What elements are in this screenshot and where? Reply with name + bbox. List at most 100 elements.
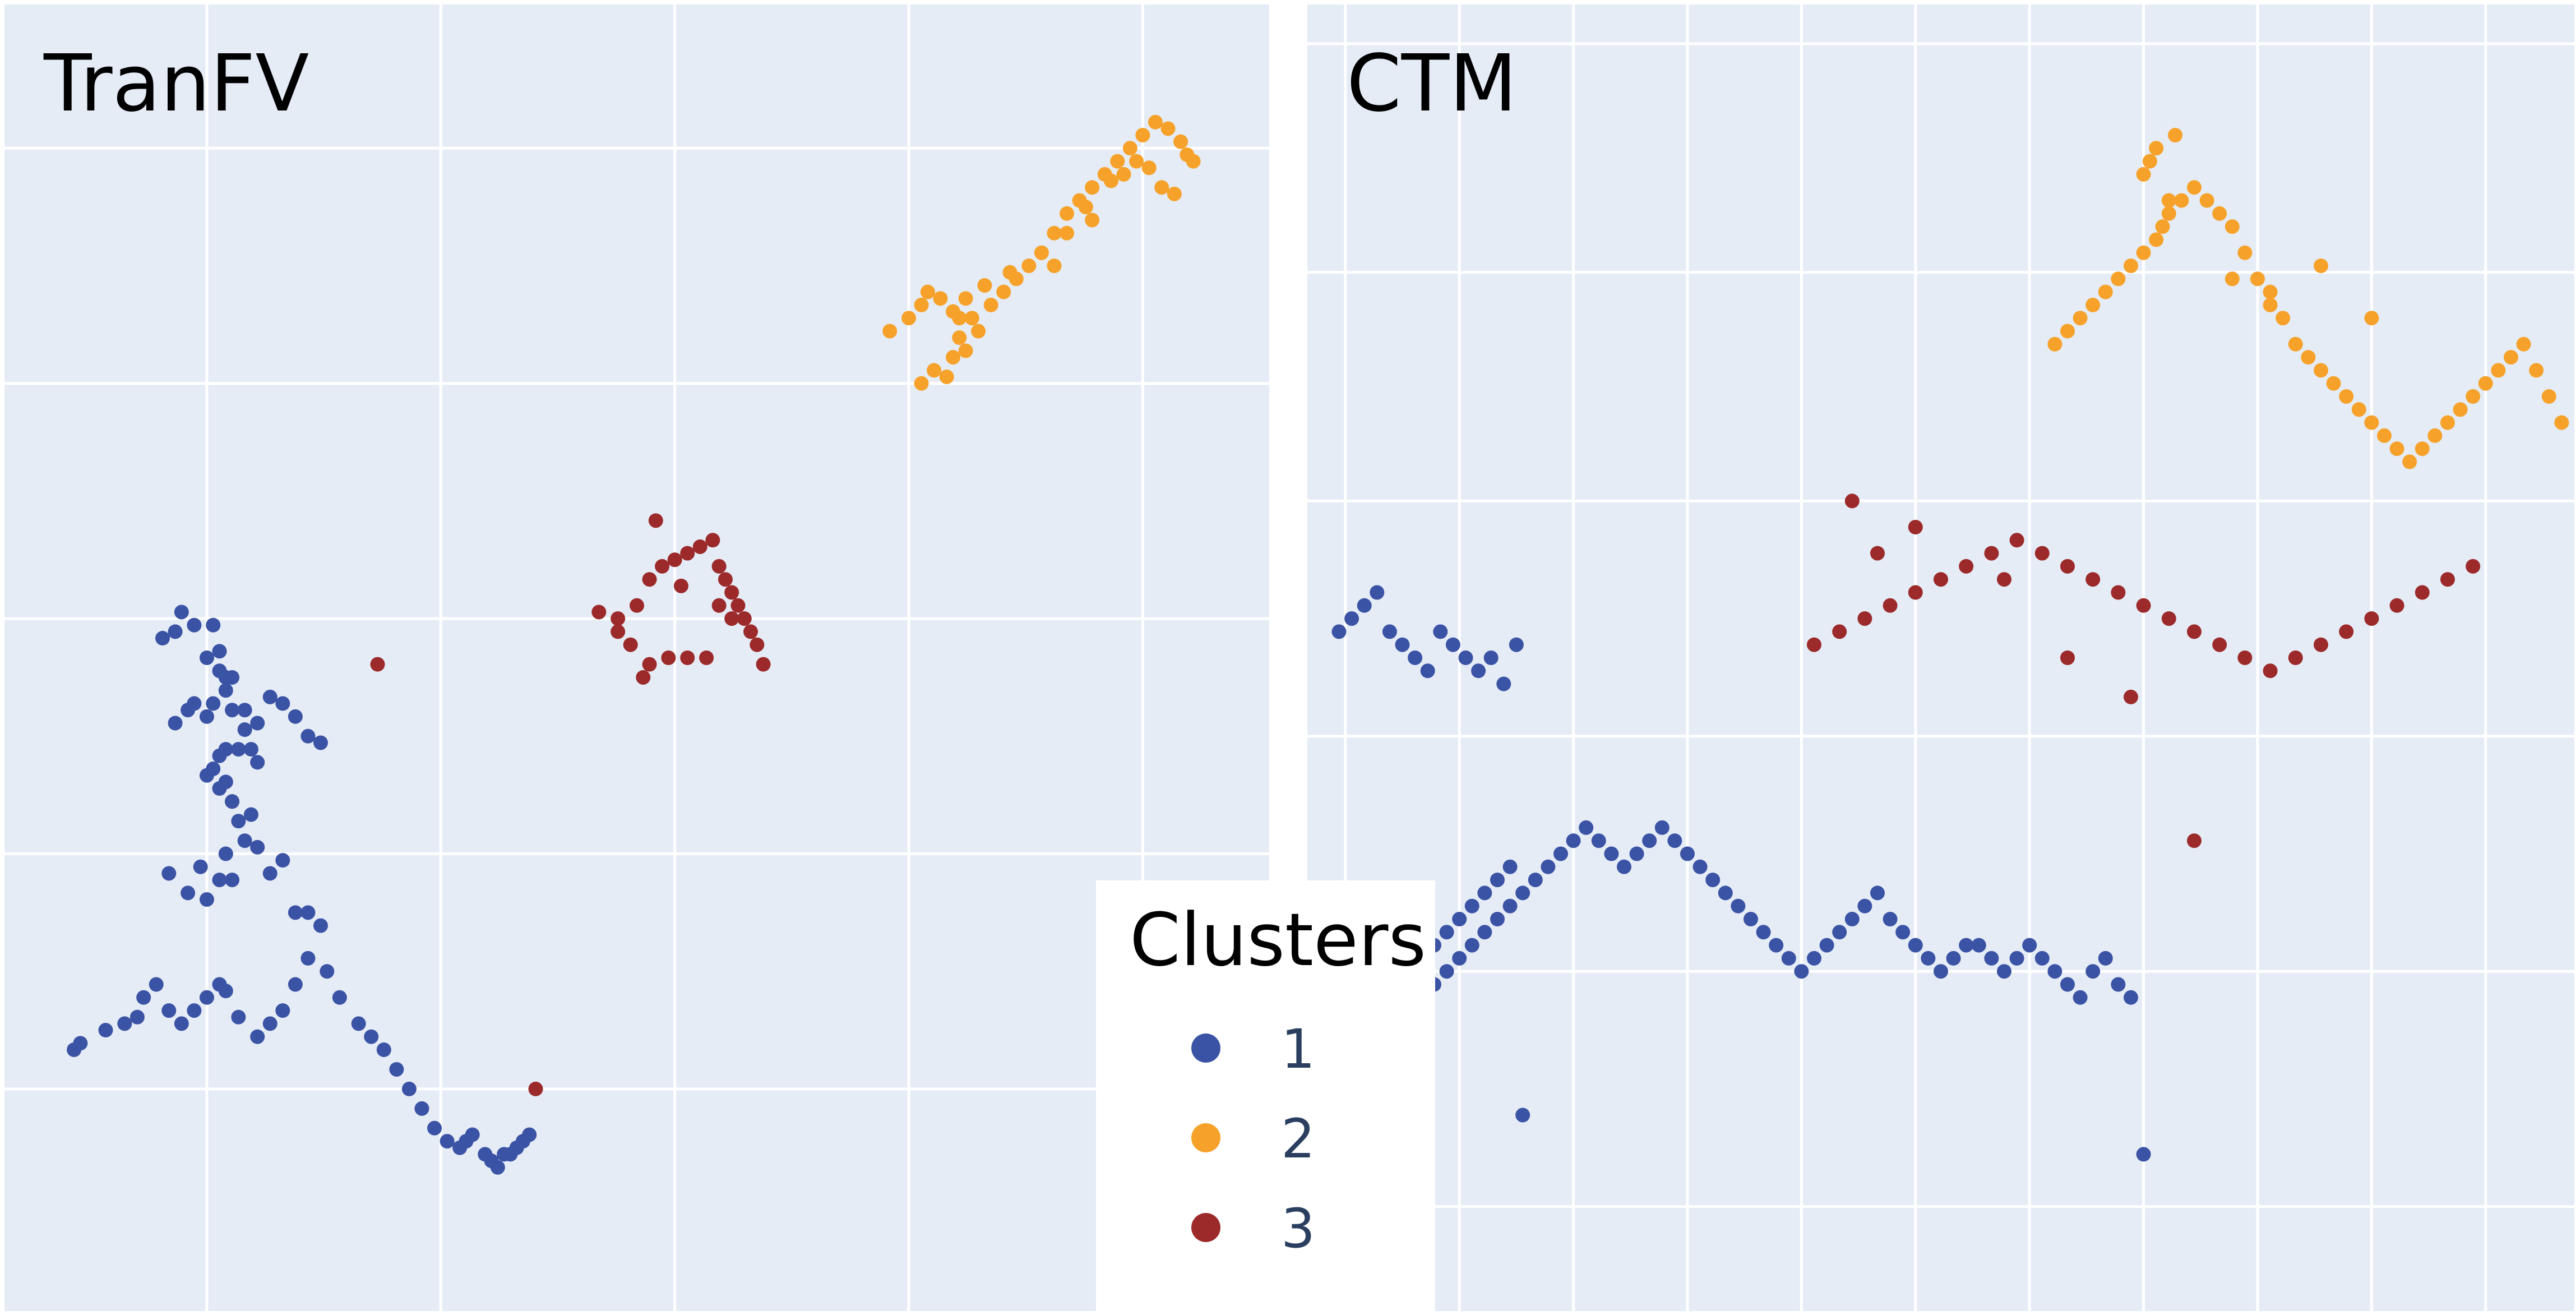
data-point-cluster-2[interactable] — [2351, 402, 2366, 417]
data-point-cluster-1[interactable] — [1617, 859, 1631, 874]
data-point-cluster-1[interactable] — [1408, 650, 1423, 665]
data-point-cluster-2[interactable] — [2491, 363, 2506, 378]
data-point-cluster-1[interactable] — [1433, 624, 1448, 639]
data-point-cluster-1[interactable] — [1439, 964, 1454, 979]
data-point-cluster-1[interactable] — [376, 1042, 391, 1057]
data-point-cluster-3[interactable] — [370, 657, 385, 672]
data-point-cluster-2[interactable] — [1167, 186, 1182, 201]
data-point-cluster-1[interactable] — [1566, 833, 1581, 848]
data-point-cluster-1[interactable] — [199, 709, 214, 724]
data-point-cluster-3[interactable] — [642, 657, 657, 672]
data-point-cluster-1[interactable] — [174, 1016, 189, 1031]
data-point-cluster-1[interactable] — [2047, 964, 2062, 979]
data-point-cluster-1[interactable] — [522, 1127, 537, 1142]
data-point-cluster-1[interactable] — [1445, 637, 1460, 652]
data-point-cluster-1[interactable] — [1908, 938, 1923, 953]
data-point-cluster-1[interactable] — [1857, 898, 1872, 913]
data-point-cluster-1[interactable] — [218, 774, 233, 790]
data-point-cluster-1[interactable] — [1743, 912, 1758, 926]
data-point-cluster-1[interactable] — [1502, 859, 1518, 874]
data-point-cluster-2[interactable] — [2466, 389, 2481, 404]
data-point-cluster-1[interactable] — [1921, 951, 1936, 966]
data-point-cluster-1[interactable] — [1357, 598, 1372, 613]
data-point-cluster-1[interactable] — [1515, 1108, 1530, 1123]
data-point-cluster-1[interactable] — [1794, 964, 1809, 979]
data-point-cluster-3[interactable] — [2009, 533, 2024, 548]
data-point-cluster-2[interactable] — [1154, 180, 1169, 195]
data-point-cluster-3[interactable] — [2440, 572, 2455, 587]
data-point-cluster-1[interactable] — [1490, 873, 1505, 888]
data-point-cluster-2[interactable] — [1078, 200, 1093, 215]
data-point-cluster-1[interactable] — [1382, 624, 1397, 639]
data-point-cluster-2[interactable] — [939, 370, 954, 385]
data-point-cluster-3[interactable] — [1883, 598, 1898, 613]
data-point-cluster-2[interactable] — [1135, 128, 1150, 142]
data-point-cluster-2[interactable] — [2149, 141, 2164, 156]
data-point-cluster-1[interactable] — [288, 905, 303, 920]
data-point-cluster-1[interactable] — [1984, 951, 1999, 966]
data-point-cluster-1[interactable] — [1452, 951, 1467, 966]
data-point-cluster-1[interactable] — [199, 650, 214, 665]
data-point-cluster-3[interactable] — [667, 552, 682, 567]
data-point-cluster-1[interactable] — [1692, 859, 1708, 874]
data-point-cluster-2[interactable] — [1021, 259, 1037, 273]
data-point-cluster-3[interactable] — [528, 1081, 543, 1096]
data-point-cluster-1[interactable] — [1420, 663, 1435, 679]
data-point-cluster-1[interactable] — [155, 631, 170, 646]
data-point-cluster-1[interactable] — [218, 683, 233, 698]
data-point-cluster-3[interactable] — [750, 637, 765, 652]
data-point-cluster-3[interactable] — [1934, 572, 1948, 587]
data-point-cluster-2[interactable] — [2136, 245, 2151, 260]
data-point-cluster-3[interactable] — [2161, 611, 2176, 626]
data-point-cluster-1[interactable] — [231, 814, 246, 829]
data-point-cluster-3[interactable] — [623, 637, 638, 652]
data-point-cluster-2[interactable] — [1047, 225, 1062, 241]
data-point-cluster-1[interactable] — [262, 689, 278, 704]
data-point-cluster-1[interactable] — [130, 1009, 145, 1025]
data-point-cluster-1[interactable] — [187, 696, 202, 711]
data-point-cluster-3[interactable] — [636, 670, 651, 685]
data-point-cluster-1[interactable] — [1591, 833, 1606, 848]
data-point-cluster-1[interactable] — [1528, 873, 1543, 888]
data-point-cluster-1[interactable] — [427, 1120, 442, 1136]
data-point-cluster-1[interactable] — [1844, 912, 1860, 926]
data-point-cluster-1[interactable] — [161, 1003, 177, 1018]
data-point-cluster-2[interactable] — [1104, 173, 1118, 188]
data-point-cluster-2[interactable] — [1085, 180, 1100, 195]
data-point-cluster-3[interactable] — [661, 650, 676, 665]
data-point-cluster-1[interactable] — [389, 1062, 404, 1077]
data-point-cluster-1[interactable] — [243, 742, 258, 757]
data-point-cluster-3[interactable] — [2085, 572, 2101, 587]
data-point-cluster-1[interactable] — [1331, 624, 1347, 639]
data-point-cluster-1[interactable] — [1870, 885, 1885, 901]
data-point-cluster-2[interactable] — [2554, 415, 2569, 430]
data-point-cluster-2[interactable] — [882, 324, 898, 339]
data-point-cluster-2[interactable] — [2415, 441, 2430, 456]
data-point-cluster-2[interactable] — [2377, 428, 2392, 443]
data-point-cluster-2[interactable] — [2224, 271, 2240, 287]
data-point-cluster-1[interactable] — [250, 839, 265, 855]
data-point-cluster-1[interactable] — [2022, 938, 2037, 953]
data-point-cluster-3[interactable] — [692, 539, 707, 554]
data-point-cluster-1[interactable] — [1705, 873, 1721, 888]
data-point-cluster-2[interactable] — [964, 311, 979, 326]
data-point-cluster-1[interactable] — [262, 866, 278, 881]
data-point-cluster-2[interactable] — [2060, 324, 2075, 339]
data-point-cluster-1[interactable] — [212, 873, 227, 888]
data-point-cluster-1[interactable] — [193, 859, 208, 874]
data-point-cluster-1[interactable] — [1756, 925, 1771, 940]
data-point-cluster-1[interactable] — [206, 617, 221, 633]
data-point-cluster-2[interactable] — [952, 330, 967, 345]
data-point-cluster-1[interactable] — [1680, 846, 1695, 861]
data-point-cluster-3[interactable] — [680, 546, 695, 561]
data-point-cluster-2[interactable] — [2516, 336, 2531, 352]
data-point-cluster-3[interactable] — [2314, 637, 2328, 652]
data-point-cluster-1[interactable] — [2111, 977, 2126, 992]
data-point-cluster-1[interactable] — [161, 866, 177, 881]
data-point-cluster-1[interactable] — [1439, 925, 1454, 940]
data-point-cluster-2[interactable] — [1160, 121, 1176, 136]
data-point-cluster-2[interactable] — [2504, 350, 2518, 365]
data-point-cluster-2[interactable] — [1173, 134, 1188, 149]
data-point-cluster-2[interactable] — [2085, 297, 2101, 312]
data-point-cluster-1[interactable] — [237, 703, 252, 718]
